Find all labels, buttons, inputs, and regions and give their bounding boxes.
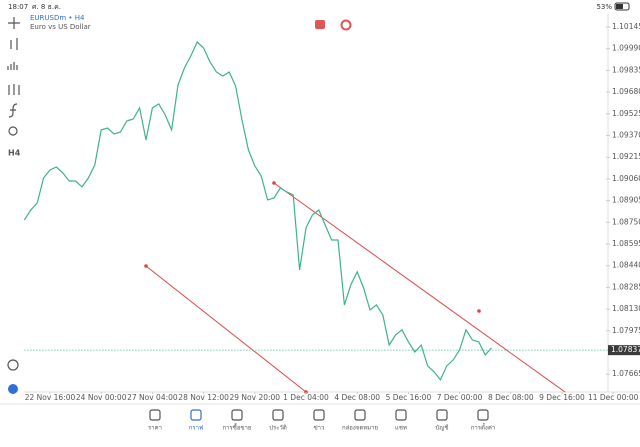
tab-item[interactable]: ราคา bbox=[148, 409, 162, 432]
x-tick-label: 22 Nov 16:00 bbox=[25, 393, 76, 402]
tab-item[interactable]: แชท bbox=[395, 409, 407, 432]
current-price-box bbox=[608, 345, 640, 356]
battery-icon bbox=[614, 2, 630, 11]
app-logo[interactable] bbox=[8, 384, 18, 394]
timeframe-button[interactable]: H4 bbox=[8, 149, 21, 158]
y-tick-label: 1.08905 bbox=[612, 196, 640, 205]
x-tick-label: 7 Dec 00:00 bbox=[437, 393, 483, 402]
y-tick-label: 1.08750 bbox=[612, 217, 640, 226]
tab-icon bbox=[395, 409, 407, 421]
x-tick-label: 24 Nov 00:00 bbox=[76, 393, 127, 402]
tab-label: ราคา bbox=[148, 425, 162, 432]
y-tick-label: 1.09215 bbox=[612, 152, 640, 161]
x-tick-label: 11 Dec 00:00 bbox=[588, 393, 639, 402]
chart-type-tool[interactable] bbox=[10, 38, 18, 50]
tab-icon bbox=[231, 409, 243, 421]
symbol-name[interactable]: EURUSDm • H4 bbox=[30, 14, 85, 22]
battery-fill bbox=[616, 4, 623, 9]
x-tick-label: 27 Nov 04:00 bbox=[127, 393, 178, 402]
y-tick-label: 1.10145 bbox=[612, 22, 640, 31]
y-tick-label: 1.08130 bbox=[612, 304, 640, 313]
tab-icon bbox=[354, 409, 366, 421]
x-tick-label: 4 Dec 08:00 bbox=[334, 393, 380, 402]
settings-tool[interactable] bbox=[8, 84, 20, 95]
y-tick-label: 1.09370 bbox=[612, 131, 640, 140]
tab-icon bbox=[313, 409, 325, 421]
left-toolbar: H4 bbox=[7, 17, 21, 394]
trend-handle[interactable] bbox=[477, 309, 481, 313]
x-tick-label: 1 Dec 04:00 bbox=[283, 393, 329, 402]
tab-item[interactable]: ข่าว bbox=[313, 409, 325, 432]
x-tick-label: 29 Nov 20:00 bbox=[230, 393, 281, 402]
y-tick-label: 1.07975 bbox=[612, 326, 640, 335]
tab-label: ข่าว bbox=[314, 425, 325, 432]
x-tick-label: 28 Nov 12:00 bbox=[178, 393, 229, 402]
function-tool[interactable] bbox=[8, 103, 18, 118]
tab-item[interactable]: กล่องจดหมาย bbox=[342, 409, 378, 432]
tab-label: ประวัติ bbox=[269, 425, 287, 432]
tab-label: บัญชี bbox=[436, 424, 449, 432]
current-price-label: 1.07837 bbox=[611, 345, 640, 354]
y-tick-label: 1.09060 bbox=[612, 174, 640, 183]
y-tick-label: 1.09990 bbox=[612, 44, 640, 53]
y-tick-label: 1.09525 bbox=[612, 109, 640, 118]
y-tick-label: 1.08595 bbox=[612, 239, 640, 248]
battery-level: 53% bbox=[596, 3, 612, 11]
status-time: 18:07 bbox=[8, 3, 28, 11]
tab-label: การตั้งค่า bbox=[471, 422, 495, 432]
tab-icon bbox=[190, 409, 202, 421]
tab-icon bbox=[477, 409, 489, 421]
tab-item[interactable]: กราฟ bbox=[189, 409, 203, 432]
tab-item[interactable]: บัญชี bbox=[436, 409, 449, 432]
tab-label: กราฟ bbox=[189, 425, 203, 432]
objects-tool[interactable] bbox=[8, 126, 18, 136]
x-tick-label: 9 Dec 16:00 bbox=[539, 393, 585, 402]
trend-line[interactable] bbox=[145, 265, 307, 393]
tab-label: กล่องจดหมาย bbox=[342, 425, 378, 432]
x-tick-label: 5 Dec 16:00 bbox=[386, 393, 432, 402]
trend-handle[interactable] bbox=[272, 181, 276, 185]
status-date: ศ. 8 ธ.ค. bbox=[32, 3, 61, 11]
tab-icon bbox=[272, 409, 284, 421]
crosshair-tool[interactable] bbox=[8, 17, 20, 29]
x-tick-label: 8 Dec 08:00 bbox=[488, 393, 534, 402]
trade-button[interactable] bbox=[315, 20, 325, 29]
search-tool[interactable] bbox=[7, 359, 19, 371]
symbol-description: Euro vs US Dollar bbox=[30, 23, 91, 31]
y-tick-label: 1.08285 bbox=[612, 282, 640, 291]
price-line bbox=[23, 40, 493, 381]
tab-item[interactable]: การซื้อขาย bbox=[223, 409, 252, 432]
y-tick-label: 1.07665 bbox=[612, 369, 640, 378]
trend-handle[interactable] bbox=[144, 264, 148, 268]
y-tick-label: 1.08440 bbox=[612, 261, 640, 270]
tab-label: การซื้อขาย bbox=[223, 422, 252, 432]
tab-item[interactable]: ประวัติ bbox=[269, 409, 287, 432]
indicators-tool[interactable] bbox=[7, 62, 18, 70]
y-tick-label: 1.09835 bbox=[612, 65, 640, 74]
indicator-button[interactable] bbox=[340, 19, 352, 31]
tab-label: แชท bbox=[395, 425, 407, 432]
tab-icon bbox=[436, 409, 448, 421]
tab-item[interactable]: การตั้งค่า bbox=[471, 409, 495, 432]
tab-icon bbox=[149, 409, 161, 421]
y-tick-label: 1.09680 bbox=[612, 87, 640, 96]
